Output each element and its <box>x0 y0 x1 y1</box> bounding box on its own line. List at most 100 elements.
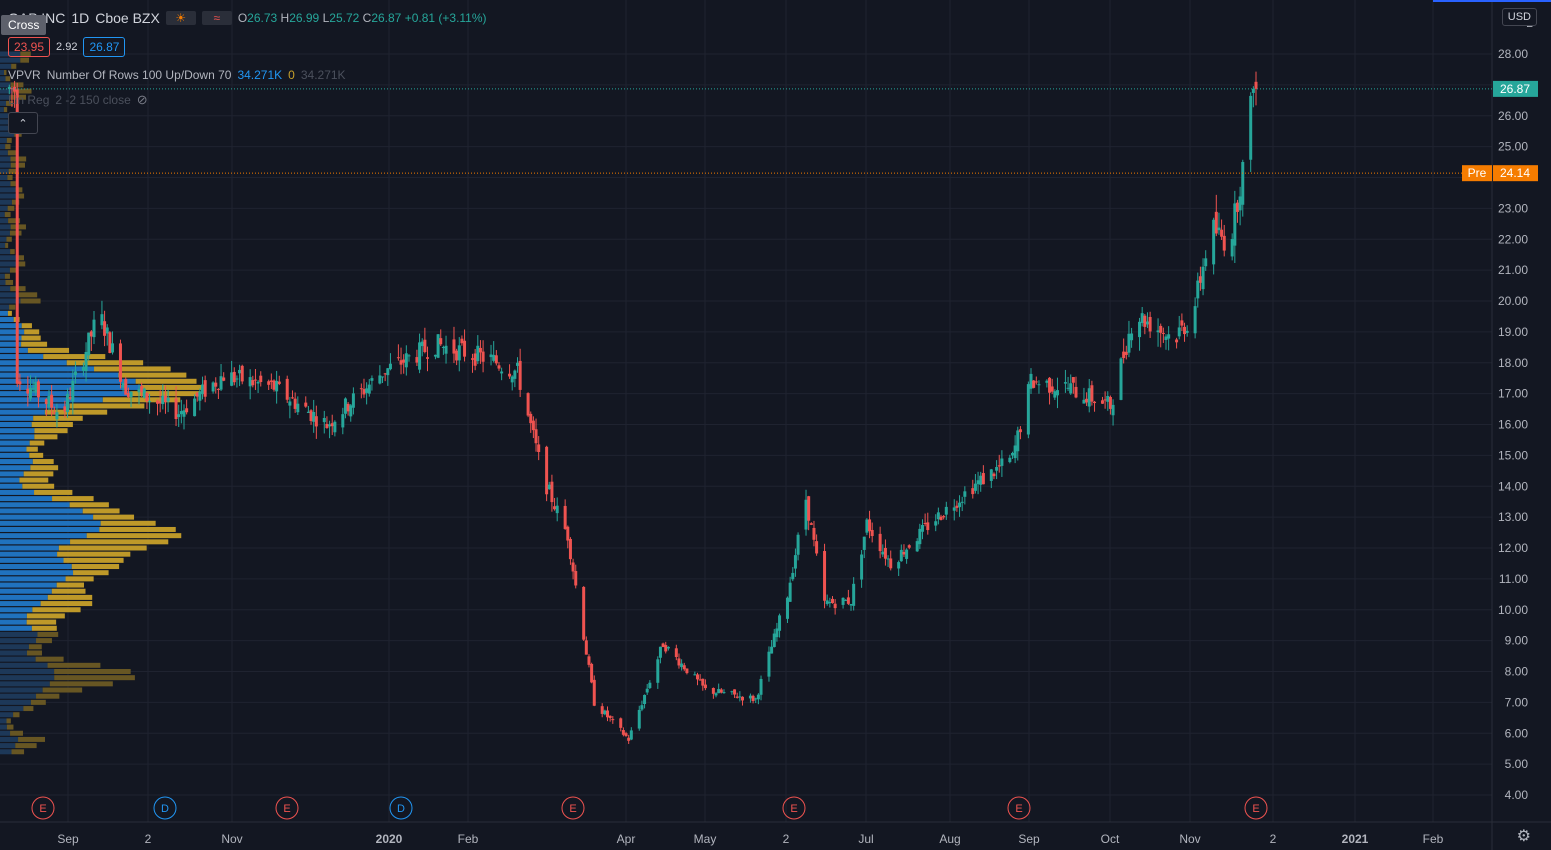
vp-bar-up <box>0 607 33 613</box>
vp-bar-down <box>10 181 16 187</box>
vp-bar-up <box>0 335 22 341</box>
y-tick-label: 20.00 <box>1498 294 1528 308</box>
vp-bar-up <box>0 508 83 514</box>
candle-body <box>1138 321 1142 338</box>
candle-body <box>664 645 668 652</box>
vp-bar-down <box>118 372 187 378</box>
vp-bar-up <box>0 187 16 193</box>
candle-body <box>1090 385 1094 402</box>
vp-bar-down <box>3 107 8 113</box>
candle-body <box>476 345 480 362</box>
vp-bar-down <box>12 88 32 94</box>
linreg-legend[interactable]: Lin Reg 2 -2 150 close ⊘ <box>8 92 148 108</box>
dividend-marker[interactable] <box>389 796 413 820</box>
data-delay-icon[interactable]: ≈ <box>201 11 232 25</box>
candle-body <box>1066 387 1070 389</box>
candle-body <box>92 319 96 338</box>
vp-bar-up <box>0 131 15 137</box>
x-tick-label: Sep <box>57 832 79 846</box>
earnings-marker[interactable] <box>275 796 299 820</box>
vp-bar-up <box>0 249 11 255</box>
market-status-icon[interactable]: ☀ <box>165 11 196 25</box>
candle-body <box>881 551 885 555</box>
earnings-marker[interactable] <box>561 796 585 820</box>
currency-label[interactable]: USD <box>1501 8 1537 26</box>
vp-bar-down <box>7 205 15 211</box>
vp-bar-down <box>49 681 113 687</box>
y-tick-label: 10.00 <box>1498 603 1528 617</box>
x-tick-label: Feb <box>1423 832 1444 846</box>
candle-body <box>958 502 962 508</box>
vp-bar-down <box>42 687 83 693</box>
dividend-marker[interactable] <box>153 796 177 820</box>
candle-body <box>1000 458 1004 466</box>
candle-body <box>740 696 744 701</box>
vp-bar-up <box>0 736 19 742</box>
candle-body <box>830 598 834 604</box>
candle-body <box>1204 258 1208 267</box>
candle-body <box>568 538 572 560</box>
interval-label[interactable]: 1D <box>71 10 90 26</box>
y-tick-label: 5.00 <box>1505 757 1529 771</box>
vp-bar-down <box>70 539 169 545</box>
vp-bar-up <box>0 576 66 582</box>
symbol-legend[interactable]: GAP INC 1D Cboe BZX ☀ ≈ O26.73 H26.99 L2… <box>8 10 487 26</box>
candle-body <box>944 506 948 515</box>
buy-price[interactable]: 26.87 <box>83 37 126 57</box>
vp-bar-down <box>86 533 182 539</box>
vp-bar-up <box>0 650 27 656</box>
earnings-marker[interactable] <box>31 796 55 820</box>
y-tick-label: 22.00 <box>1498 232 1528 246</box>
vp-bar-up <box>0 82 11 88</box>
earnings-marker[interactable] <box>782 796 806 820</box>
candle-body <box>201 384 205 395</box>
vp-bar-down <box>40 601 93 607</box>
candle-body <box>648 682 652 688</box>
candle-body <box>693 674 697 676</box>
candle-body <box>717 689 721 694</box>
vp-bar-down <box>43 354 106 360</box>
candle-body <box>751 695 755 702</box>
candle-body <box>516 362 520 366</box>
collapse-legend-button[interactable]: ⌃ <box>8 112 38 134</box>
earnings-marker[interactable] <box>1007 796 1031 820</box>
candle-body <box>547 484 551 490</box>
candle-body <box>306 411 310 413</box>
vp-bar-up <box>0 230 10 236</box>
vpvr-legend[interactable]: VPVR Number Of Rows 100 Up/Down 70 34.27… <box>8 68 346 82</box>
vp-bar-down <box>22 483 55 489</box>
candle-body <box>785 597 789 619</box>
candle-body <box>658 646 662 658</box>
settings-gear-icon[interactable]: ⚙ <box>1516 828 1531 845</box>
vp-bar-up <box>0 205 8 211</box>
candle-body <box>698 679 702 681</box>
vp-bar-down <box>37 631 59 637</box>
candle-body <box>66 394 70 413</box>
candle-body <box>1055 390 1059 396</box>
candle-body <box>1108 396 1112 409</box>
vp-bar-down <box>9 230 22 236</box>
y-tick-label: 4.00 <box>1505 788 1529 802</box>
earnings-marker[interactable] <box>1244 796 1268 820</box>
sell-price[interactable]: 23.95 <box>8 37 51 57</box>
vp-bar-down <box>5 242 9 248</box>
vp-bar-up <box>0 212 5 218</box>
candle-body <box>118 343 122 382</box>
candle-body <box>235 378 239 380</box>
candle-body <box>1085 398 1089 403</box>
vp-bar-up <box>0 446 27 452</box>
vp-bar-up <box>0 681 50 687</box>
candle-body <box>1148 316 1152 332</box>
candle-body <box>828 601 832 604</box>
candle-body <box>1122 351 1126 359</box>
candle-body <box>1016 430 1020 452</box>
candle-body <box>666 646 670 649</box>
candle-body <box>775 628 779 638</box>
hidden-eye-icon[interactable]: ⊘ <box>136 92 148 107</box>
vp-bar-down <box>9 267 18 273</box>
candle-body <box>36 381 40 398</box>
vp-bar-up <box>0 199 12 205</box>
vp-bar-down <box>15 187 23 193</box>
candle-body <box>148 400 152 402</box>
